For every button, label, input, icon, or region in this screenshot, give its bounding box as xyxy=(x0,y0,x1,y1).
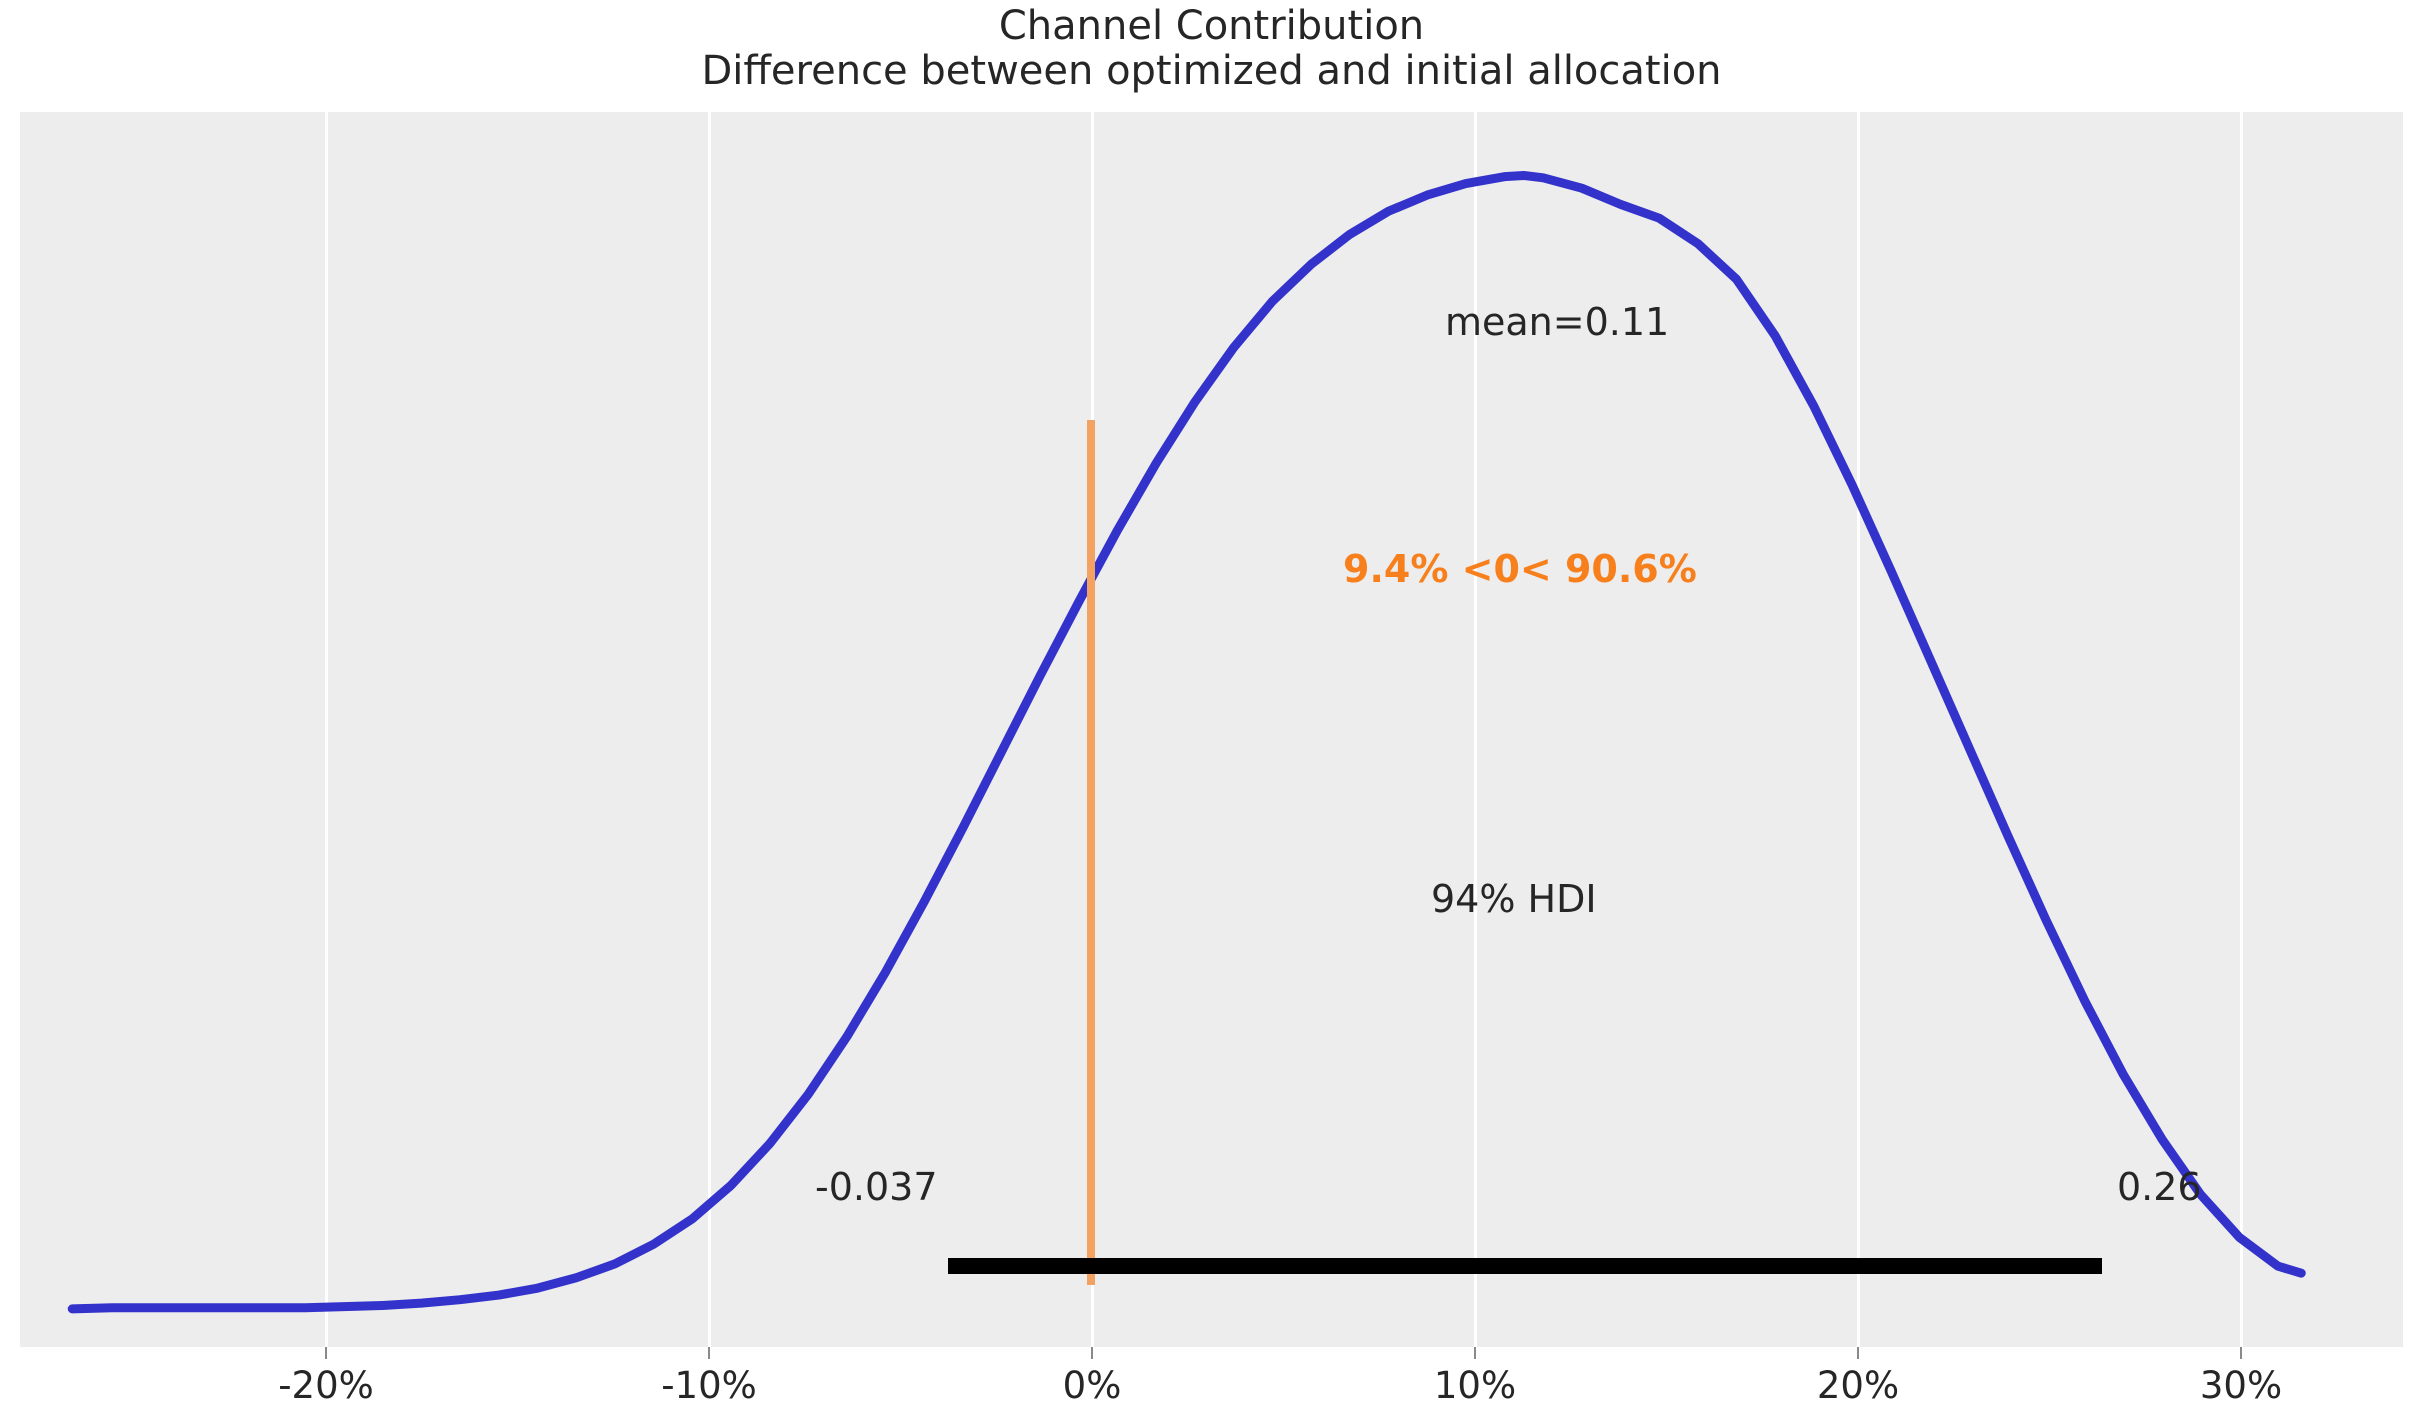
x-tick-label: -20% xyxy=(278,1364,374,1407)
x-tick-label: 20% xyxy=(1816,1364,1900,1407)
x-tick-label: 0% xyxy=(1062,1364,1122,1407)
hdi-low-bound-label: -0.037 xyxy=(815,1165,938,1209)
x-tick-mark xyxy=(1474,1347,1476,1359)
x-tick-label: 10% xyxy=(1433,1364,1517,1407)
kde-density-curve xyxy=(67,170,2306,1314)
chart-title-line-1: Channel Contribution xyxy=(998,3,1425,49)
x-tick-mark xyxy=(1857,1347,1859,1359)
plot-area: mean=0.11 9.4% <0< 90.6% 94% HDI -0.037 … xyxy=(20,112,2403,1347)
gridline-10 xyxy=(1474,112,1477,1347)
x-tick-mark xyxy=(325,1347,327,1359)
kde-curve-svg xyxy=(67,170,2306,1314)
x-tick-mark xyxy=(2240,1347,2242,1359)
mean-annotation: mean=0.11 xyxy=(1445,300,1670,344)
x-tick-mark xyxy=(708,1347,710,1359)
x-tick-mark xyxy=(1091,1347,1093,1359)
probability-annotation: 9.4% <0< 90.6% xyxy=(1343,547,1697,591)
hdi-high-bound-label: 0.26 xyxy=(2117,1165,2202,1209)
hdi-label: 94% HDI xyxy=(1431,877,1597,921)
hdi-interval-bar xyxy=(948,1258,2102,1274)
chart-title-subtitle: Difference between optimized and initial… xyxy=(701,48,1722,94)
gridline-30 xyxy=(2240,112,2243,1347)
gridline-minus-20 xyxy=(325,112,328,1347)
reference-line-zero xyxy=(1087,420,1095,1285)
gridline-20 xyxy=(1857,112,1860,1347)
x-tick-label: -10% xyxy=(661,1364,757,1407)
gridline-minus-10 xyxy=(708,112,711,1347)
x-tick-label: 30% xyxy=(2199,1364,2283,1407)
chart-title: Channel Contribution Difference between … xyxy=(0,4,2423,94)
